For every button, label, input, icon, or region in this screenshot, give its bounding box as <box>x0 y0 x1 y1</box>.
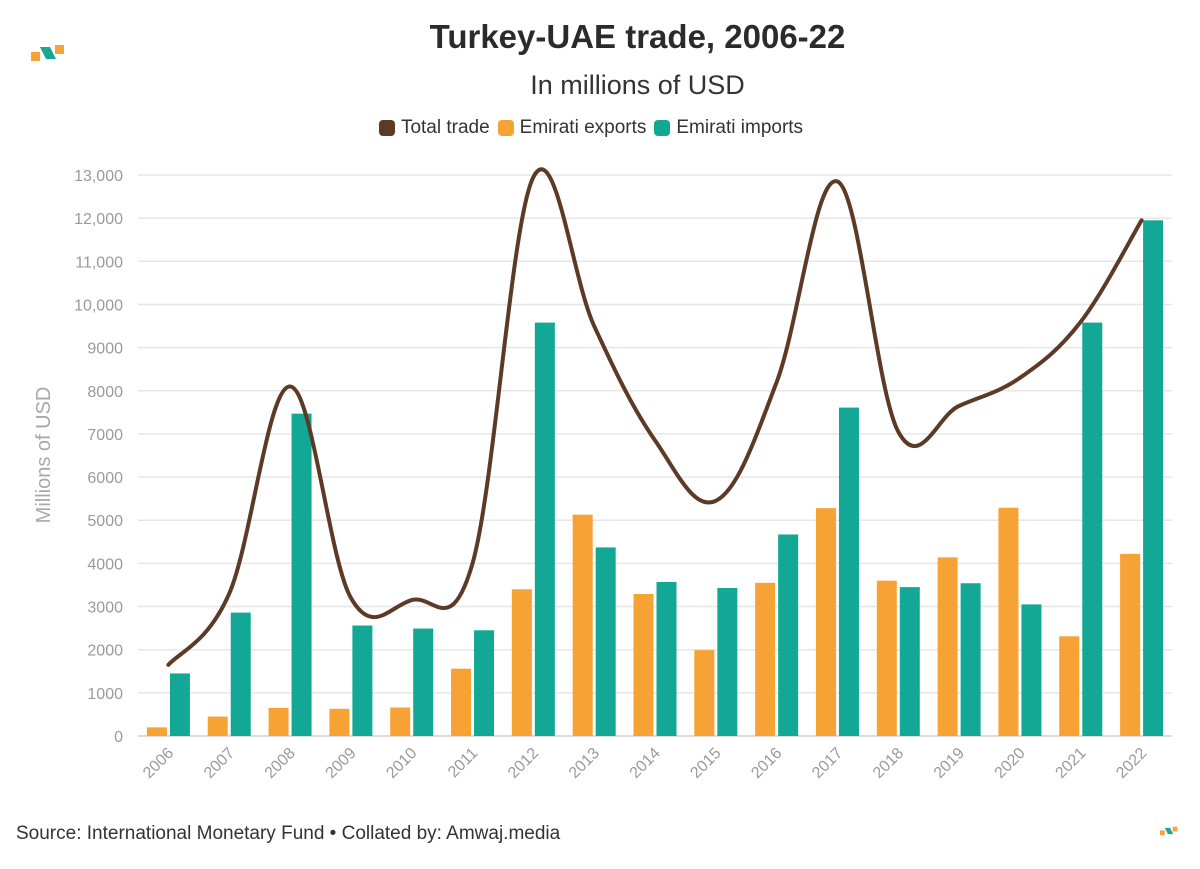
legend-item-emirati-exports[interactable]: Emirati exports <box>497 117 647 139</box>
x-tick-label: 2008 <box>262 745 299 782</box>
x-tick-label: 2007 <box>201 745 238 782</box>
bar-emirati-imports[interactable] <box>474 630 495 736</box>
amwaj-logo-icon <box>31 45 64 61</box>
bar-emirati-exports[interactable] <box>876 580 897 736</box>
bar-emirati-exports[interactable] <box>329 708 350 736</box>
bar-emirati-imports[interactable] <box>778 534 799 736</box>
x-tick-label: 2017 <box>809 745 846 782</box>
chart-subtitle: In millions of USD <box>530 70 745 100</box>
legend-label-total-trade: Total trade <box>400 117 490 138</box>
bar-emirati-exports[interactable] <box>815 508 836 736</box>
bar-emirati-exports[interactable] <box>572 514 593 736</box>
y-tick-label: 5000 <box>87 513 123 530</box>
x-tick-label: 2020 <box>992 745 1029 782</box>
x-tick-label: 2022 <box>1113 745 1150 782</box>
legend-item-emirati-imports[interactable]: Emirati imports <box>654 117 803 139</box>
bar-emirati-exports[interactable] <box>146 727 167 736</box>
bar-emirati-exports[interactable] <box>268 707 289 736</box>
x-tick-label: 2014 <box>627 745 664 782</box>
amwaj-logo-small-icon <box>1160 826 1178 836</box>
bar-emirati-imports[interactable] <box>838 407 859 736</box>
line-total-trade[interactable] <box>166 167 1144 667</box>
x-tick-label: 2021 <box>1052 745 1089 782</box>
x-tick-label: 2019 <box>931 745 968 782</box>
bar-emirati-exports[interactable] <box>511 589 532 736</box>
bar-emirati-imports[interactable] <box>595 547 616 736</box>
bar-emirati-imports[interactable] <box>656 581 677 736</box>
bar-emirati-imports[interactable] <box>899 587 920 736</box>
x-tick-label: 2016 <box>748 745 785 782</box>
bar-emirati-imports[interactable] <box>1082 322 1103 736</box>
y-tick-label: 6000 <box>87 470 123 487</box>
bar-emirati-exports[interactable] <box>390 707 411 736</box>
y-tick-label: 1000 <box>87 686 123 703</box>
y-tick-label: 8000 <box>87 384 123 401</box>
bar-emirati-imports[interactable] <box>1021 604 1042 736</box>
bar-emirati-imports[interactable] <box>534 322 555 736</box>
bars <box>146 220 1164 737</box>
legend-swatch-emirati-exports <box>497 120 514 136</box>
y-tick-label: 2000 <box>87 643 123 660</box>
bar-emirati-imports[interactable] <box>717 587 738 736</box>
source-note: Source: International Monetary Fund • Co… <box>16 823 561 844</box>
bar-emirati-imports[interactable] <box>352 625 373 736</box>
y-tick-label: 0 <box>114 729 123 746</box>
bar-emirati-exports[interactable] <box>451 668 472 736</box>
y-axis-label: Millions of USD <box>33 387 55 524</box>
x-tick-label: 2013 <box>566 745 603 782</box>
bar-emirati-exports[interactable] <box>937 557 958 736</box>
chart-title: Turkey-UAE trade, 2006-22 <box>429 18 846 55</box>
y-tick-label: 3000 <box>87 600 123 617</box>
bar-emirati-exports[interactable] <box>1120 553 1141 736</box>
bar-emirati-imports[interactable] <box>1143 220 1164 737</box>
y-axis-ticks: 0 1000 2000 3000 4000 5000 6000 7000 8000 9000 10,… <box>74 168 123 746</box>
bar-emirati-exports[interactable] <box>207 716 228 736</box>
y-tick-label: 9000 <box>87 341 123 358</box>
x-tick-label: 2012 <box>505 745 542 782</box>
x-axis-ticks: 2006 2007 2008 2009 2010 2011 2012 2013 2014 2015… <box>140 745 1150 782</box>
legend: Total trade Emirati exports Emirati impo… <box>0 117 1182 139</box>
bar-emirati-imports[interactable] <box>291 413 312 736</box>
y-tick-label: 11,000 <box>75 254 123 271</box>
bar-emirati-imports[interactable] <box>169 673 190 736</box>
y-tick-label: 7000 <box>87 427 123 444</box>
bar-emirati-exports[interactable] <box>1059 636 1080 736</box>
bar-emirati-imports[interactable] <box>230 612 251 736</box>
bar-emirati-imports[interactable] <box>413 628 434 736</box>
legend-label-emirati-imports: Emirati imports <box>676 117 804 138</box>
y-tick-label: 4000 <box>87 556 123 573</box>
x-tick-label: 2010 <box>383 745 420 782</box>
legend-swatch-emirati-imports <box>654 120 671 136</box>
legend-swatch-total-trade <box>378 120 395 136</box>
bar-emirati-exports[interactable] <box>755 582 776 736</box>
x-tick-label: 2009 <box>323 745 360 782</box>
bar-emirati-exports[interactable] <box>998 507 1019 736</box>
y-tick-label: 13,000 <box>74 168 123 185</box>
x-tick-label: 2011 <box>445 745 481 781</box>
legend-label-emirati-exports: Emirati exports <box>519 117 647 138</box>
y-tick-label: 12,000 <box>74 211 123 228</box>
bar-emirati-exports[interactable] <box>633 594 654 736</box>
legend-item-total-trade[interactable]: Total trade <box>378 117 490 139</box>
x-tick-label: 2006 <box>140 745 177 782</box>
total-trade-line <box>166 167 1144 667</box>
bar-emirati-imports[interactable] <box>960 583 981 736</box>
y-tick-label: 10,000 <box>74 297 123 314</box>
bar-emirati-exports[interactable] <box>694 650 715 736</box>
x-tick-label: 2018 <box>870 745 907 782</box>
x-tick-label: 2015 <box>687 745 724 782</box>
